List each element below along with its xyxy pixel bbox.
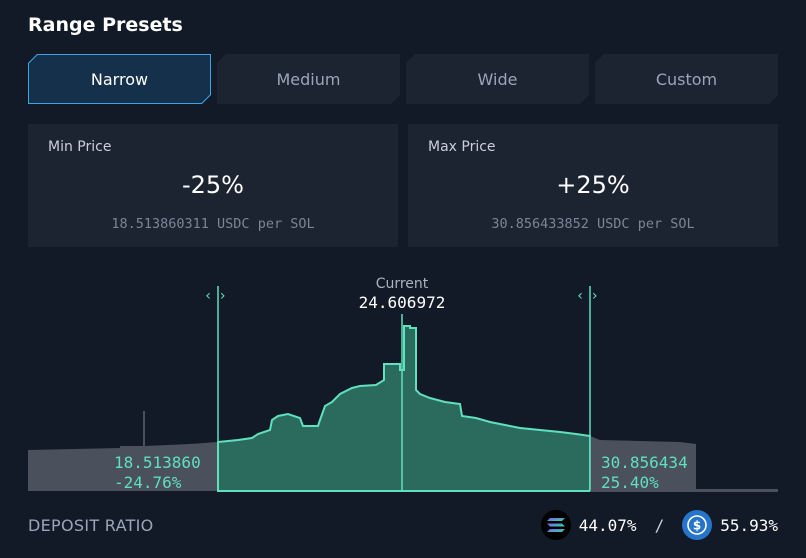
max-price-value[interactable]: +25% (556, 171, 630, 199)
right-handle-arrows[interactable]: ‹› (576, 288, 605, 304)
tab-custom-label: Custom (655, 69, 718, 89)
left-range-pct: -24.76% (114, 472, 182, 492)
left-handle-arrows[interactable]: ‹› (204, 288, 233, 304)
solana-icon (540, 510, 571, 540)
max-price-card: Max Price +25% 30.856433852 USDC per SOL (408, 124, 778, 247)
panel-title: Range Presets (28, 14, 183, 36)
usdc-ratio-value: 55.93% (720, 515, 778, 535)
left-range-price: 18.513860 (114, 453, 201, 472)
tab-wide-label: Wide (477, 69, 518, 89)
right-range-pct: 25.40% (601, 472, 659, 492)
current-price-label: Current (375, 276, 429, 292)
tab-narrow[interactable]: Narrow (28, 54, 211, 104)
tab-wide[interactable]: Wide (406, 54, 589, 104)
ratio-separator: / (654, 515, 665, 535)
tab-medium[interactable]: Medium (217, 54, 400, 104)
max-price-label: Max Price (428, 139, 496, 155)
usdc-icon: $ (682, 510, 713, 540)
svg-text:$: $ (693, 519, 701, 533)
min-price-value[interactable]: -25% (181, 171, 244, 199)
min-price-label: Min Price (48, 139, 112, 155)
liquidity-chart[interactable] (0, 270, 806, 500)
liquidity-out-left (28, 411, 218, 491)
preset-tabs: Narrow Medium Wide Custom (28, 54, 778, 104)
deposit-ratio-label: DEPOSIT RATIO (28, 516, 154, 535)
liquidity-out-right (590, 436, 778, 492)
tab-medium-label: Medium (276, 69, 341, 89)
min-price-sub: 18.513860311 USDC per SOL (111, 216, 315, 232)
deposit-ratio: 44.07% / $ 55.93% (540, 509, 778, 541)
tab-narrow-label: Narrow (90, 69, 149, 89)
current-price-value: 24.606972 (358, 293, 446, 312)
tab-custom[interactable]: Custom (595, 54, 778, 104)
left-range-label: 18.513860 -24.76% (114, 453, 201, 492)
max-price-sub: 30.856433852 USDC per SOL (491, 216, 695, 232)
min-price-card: Min Price -25% 18.513860311 USDC per SOL (28, 124, 398, 247)
sol-ratio-value: 44.07% (578, 515, 637, 535)
liquidity-in-range (217, 325, 591, 492)
right-range-price: 30.856434 (601, 453, 688, 472)
right-range-label: 30.856434 25.40% (601, 453, 688, 492)
